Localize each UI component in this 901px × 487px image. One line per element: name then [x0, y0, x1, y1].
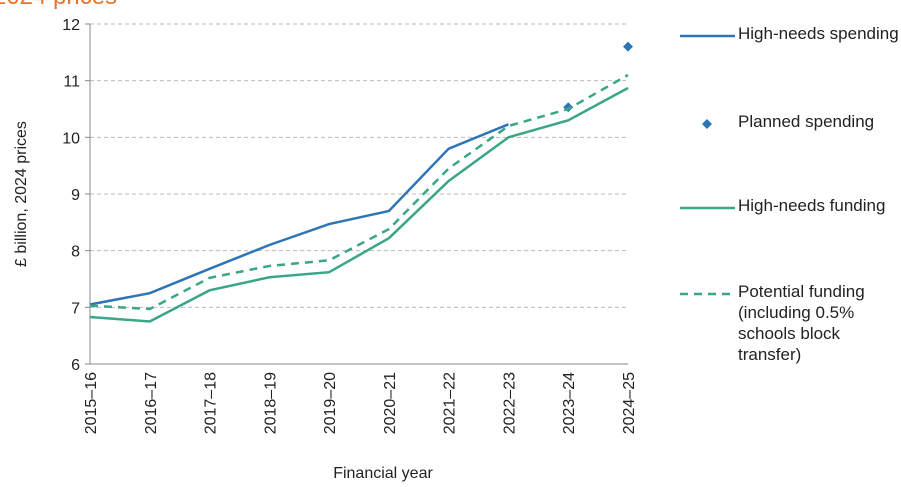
y-axis-title: £ billion, 2024 prices [13, 121, 30, 267]
y-tick-label: 8 [71, 244, 80, 261]
y-tick-label: 9 [71, 187, 80, 204]
y-tick-label: 7 [71, 300, 80, 317]
y-tick-label: 11 [63, 74, 80, 91]
series-line [89, 123, 509, 306]
x-tick-label: 2023–24 [561, 372, 578, 434]
planned-marker [623, 41, 633, 52]
legend-label: Potential funding (including 0.5% school… [738, 282, 865, 364]
x-tick-label: 2021–22 [442, 372, 459, 434]
y-tick-label: 12 [62, 17, 80, 34]
y-tick-label: 10 [62, 130, 80, 147]
y-tick-label: 6 [71, 357, 80, 374]
x-tick-label: 2017–18 [203, 372, 220, 434]
x-tick-label: 2018–19 [262, 372, 279, 434]
series-line [89, 86, 629, 323]
x-tick-label: 2016–17 [143, 372, 160, 434]
x-tick-label: 2019–20 [322, 372, 339, 434]
legend-label: High-needs spending [738, 24, 899, 43]
legend-marker [702, 119, 712, 129]
legend-label: High-needs funding [738, 196, 886, 215]
x-tick-label: 2020–21 [382, 372, 399, 434]
x-axis-title: Financial year [333, 465, 433, 482]
x-tick-label: 2022–23 [501, 372, 518, 434]
series-line [89, 73, 629, 311]
legend-label: Planned spending [738, 112, 875, 131]
chart-title: 2024 prices [0, 0, 117, 10]
x-tick-label: 2024–25 [621, 372, 638, 434]
x-tick-label: 2015–16 [83, 372, 100, 434]
